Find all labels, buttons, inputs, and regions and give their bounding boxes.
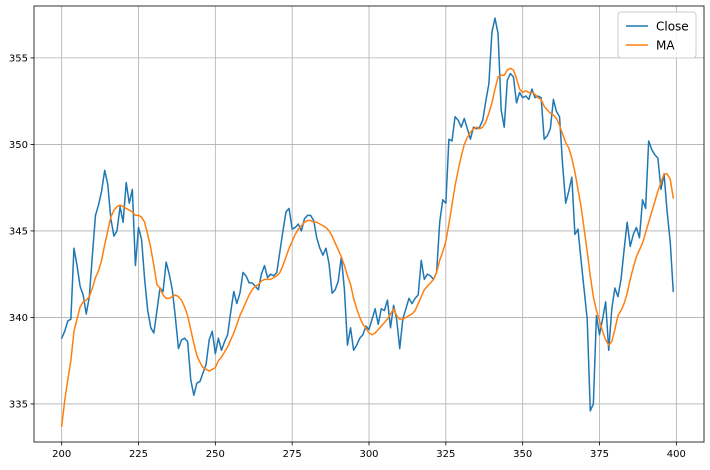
legend-label-ma: MA xyxy=(656,39,675,53)
x-tick-label: 250 xyxy=(206,449,225,460)
series-line-ma xyxy=(60,67,675,428)
legend-box xyxy=(617,11,697,59)
series-lines xyxy=(60,17,675,428)
y-tick-label: 345 xyxy=(9,226,28,237)
x-tick-label: 200 xyxy=(52,449,71,460)
x-tick-label: 300 xyxy=(359,449,378,460)
y-tick-label: 355 xyxy=(9,53,28,64)
series-line-close xyxy=(60,17,675,412)
x-tick-label: 400 xyxy=(667,449,686,460)
x-tick-label: 375 xyxy=(590,449,609,460)
axis-ticks: 200 225 250 275 300 325 350 375 400 335 340 345 350 3… xyxy=(9,53,686,460)
y-tick-label: 350 xyxy=(9,140,28,151)
x-tick-label: 225 xyxy=(129,449,148,460)
legend-label-close: Close xyxy=(656,20,689,34)
y-tick-label: 335 xyxy=(9,399,28,410)
x-tick-label: 325 xyxy=(436,449,455,460)
x-tick-label: 350 xyxy=(513,449,532,460)
grid-lines xyxy=(34,6,704,442)
y-tick-label: 340 xyxy=(9,313,28,324)
x-tick-label: 275 xyxy=(283,449,302,460)
legend: Close MA xyxy=(617,11,697,59)
